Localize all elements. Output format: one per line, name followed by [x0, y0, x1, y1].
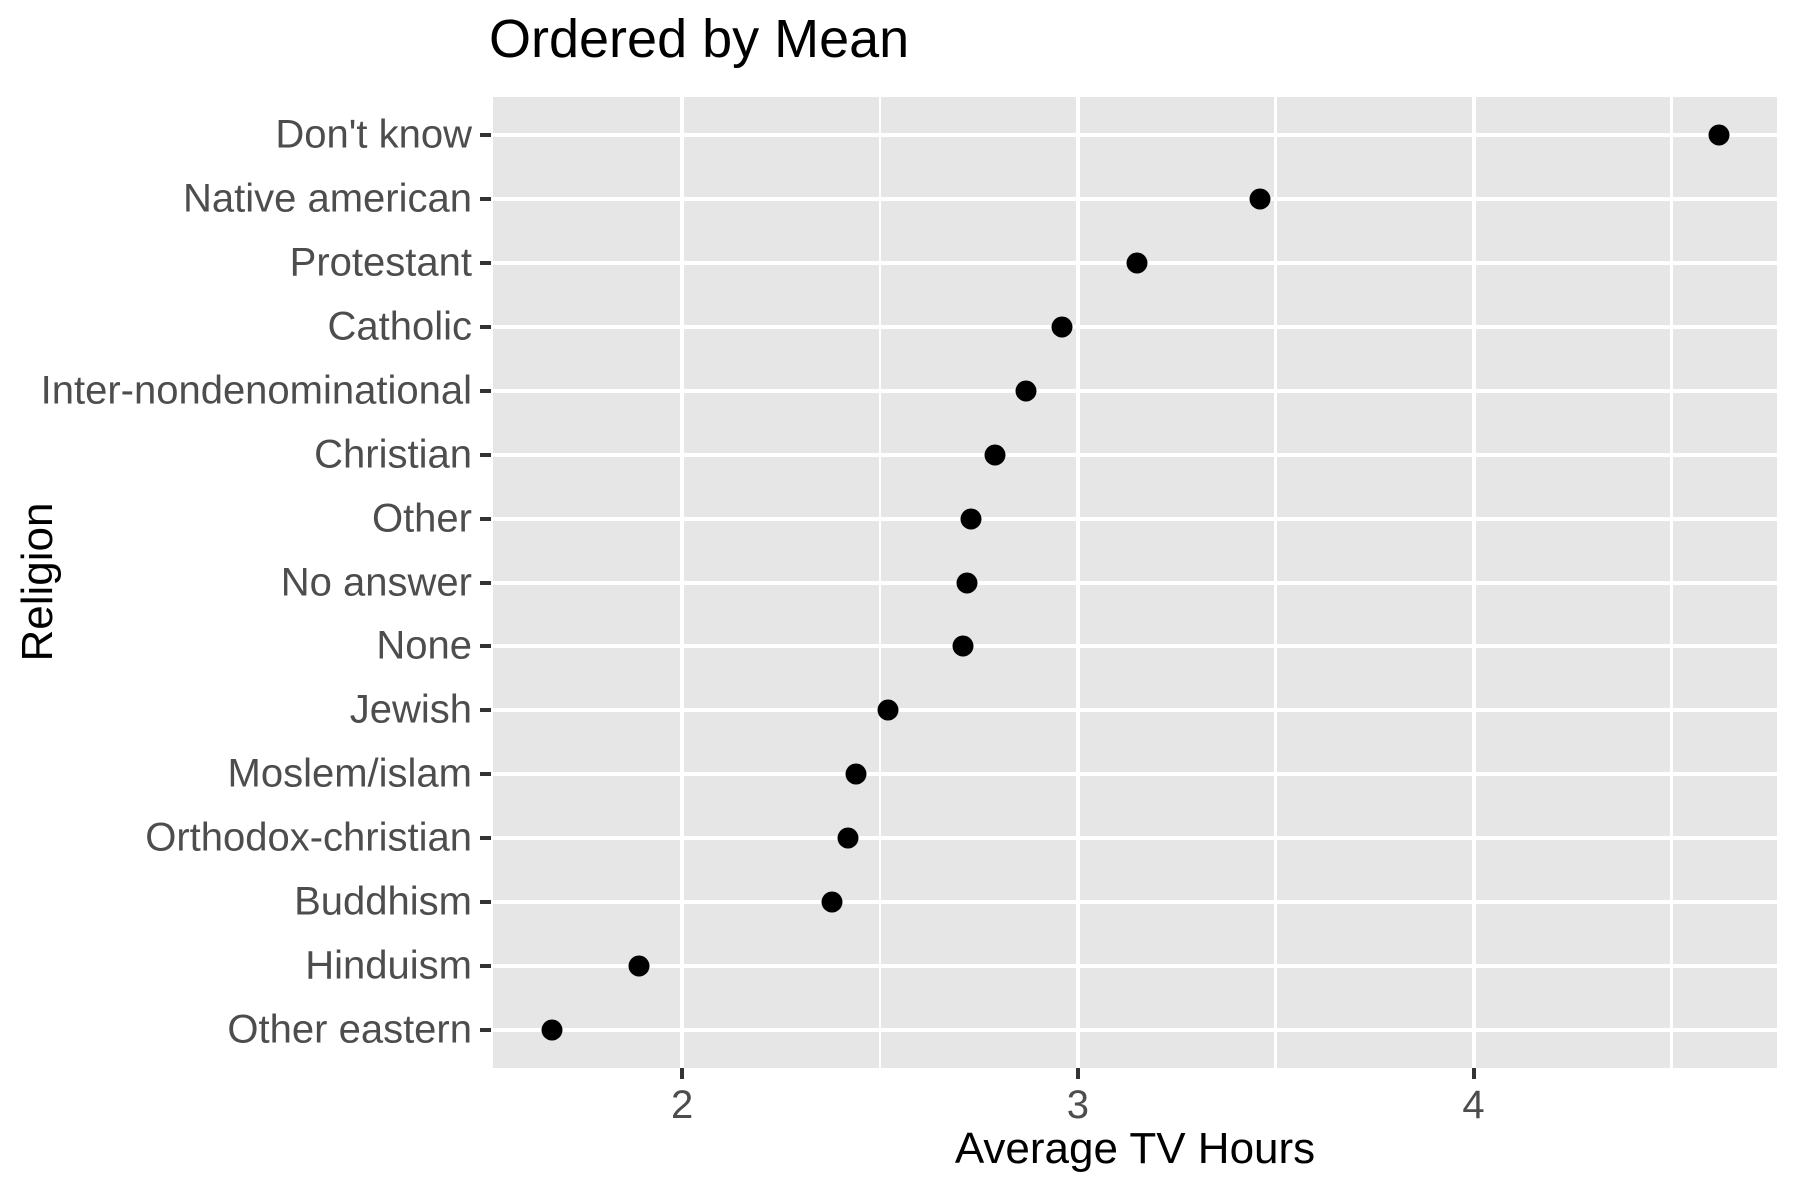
x-tick-mark [1075, 1068, 1080, 1079]
data-point [1126, 252, 1148, 274]
y-tick-label: Jewish [349, 687, 472, 732]
y-tick-label: Orthodox-christian [145, 815, 472, 860]
gridline-row [493, 324, 1777, 329]
data-point [821, 891, 843, 913]
y-tick-label: Inter-nondenominational [40, 368, 472, 413]
data-point [541, 1019, 563, 1041]
gridline-row [493, 964, 1777, 969]
data-point [1708, 124, 1730, 146]
y-tick-label: Other [371, 496, 472, 541]
y-tick-label: Christian [314, 432, 472, 477]
gridline-row [493, 516, 1777, 521]
x-tick-label: 4 [1462, 1083, 1485, 1127]
y-tick-mark [480, 196, 491, 201]
data-point [837, 827, 859, 849]
data-point [956, 572, 978, 593]
chart-title: Ordered by Mean [489, 9, 910, 69]
y-tick-mark [480, 260, 491, 265]
gridline-minor [1670, 97, 1673, 1068]
gridline-minor [1274, 97, 1277, 1068]
gridline-row [493, 708, 1777, 713]
gridline-major [1471, 97, 1476, 1068]
plot-panel [493, 97, 1777, 1068]
gridline-row [493, 388, 1777, 393]
data-point [1051, 316, 1073, 338]
y-tick-mark [480, 836, 491, 841]
gridline-row [493, 452, 1777, 457]
x-tick-label: 3 [1066, 1083, 1089, 1127]
gridline-major [1075, 97, 1080, 1068]
y-tick-label: Hinduism [305, 943, 472, 988]
data-point [952, 635, 974, 657]
y-tick-mark [480, 772, 491, 777]
gridline-row [493, 772, 1777, 777]
y-tick-mark [480, 132, 491, 137]
y-tick-label: Moslem/islam [227, 751, 472, 796]
y-tick-mark [480, 644, 491, 649]
gridline-row [493, 900, 1777, 905]
x-tick-mark [1471, 1068, 1476, 1079]
y-tick-mark [480, 900, 491, 905]
data-point [984, 444, 1006, 466]
gridline-row [493, 644, 1777, 649]
y-tick-mark [480, 452, 491, 457]
gridline-major [680, 97, 685, 1068]
data-point [1249, 188, 1271, 210]
y-tick-label: Catholic [327, 304, 472, 349]
data-point [960, 508, 982, 530]
gridline-minor [878, 97, 882, 1068]
y-tick-label: Don't know [275, 112, 472, 157]
gridline-row [493, 836, 1777, 841]
y-tick-mark [480, 964, 491, 969]
x-tick-mark [680, 1068, 685, 1079]
gridline-row [493, 132, 1777, 137]
y-tick-mark [480, 1028, 491, 1033]
y-tick-mark [480, 708, 491, 713]
gridline-row [493, 196, 1777, 201]
y-tick-mark [480, 516, 491, 521]
y-tick-label: Native american [182, 176, 472, 221]
gridline-row [493, 580, 1777, 585]
y-tick-label: Protestant [289, 240, 472, 285]
y-tick-mark [480, 388, 491, 393]
y-tick-label: Other eastern [227, 1007, 472, 1052]
data-point [877, 699, 899, 721]
y-tick-label: No answer [280, 560, 472, 604]
x-axis-title: Average TV Hours [954, 1124, 1316, 1173]
data-point [1015, 380, 1037, 402]
y-tick-label: Buddhism [294, 879, 472, 924]
data-point [845, 763, 867, 785]
gridline-row [493, 1028, 1777, 1033]
data-point [628, 955, 650, 977]
y-tick-mark [480, 324, 491, 329]
x-tick-label: 2 [671, 1083, 694, 1127]
y-tick-mark [480, 580, 491, 585]
y-tick-label: None [376, 623, 472, 668]
